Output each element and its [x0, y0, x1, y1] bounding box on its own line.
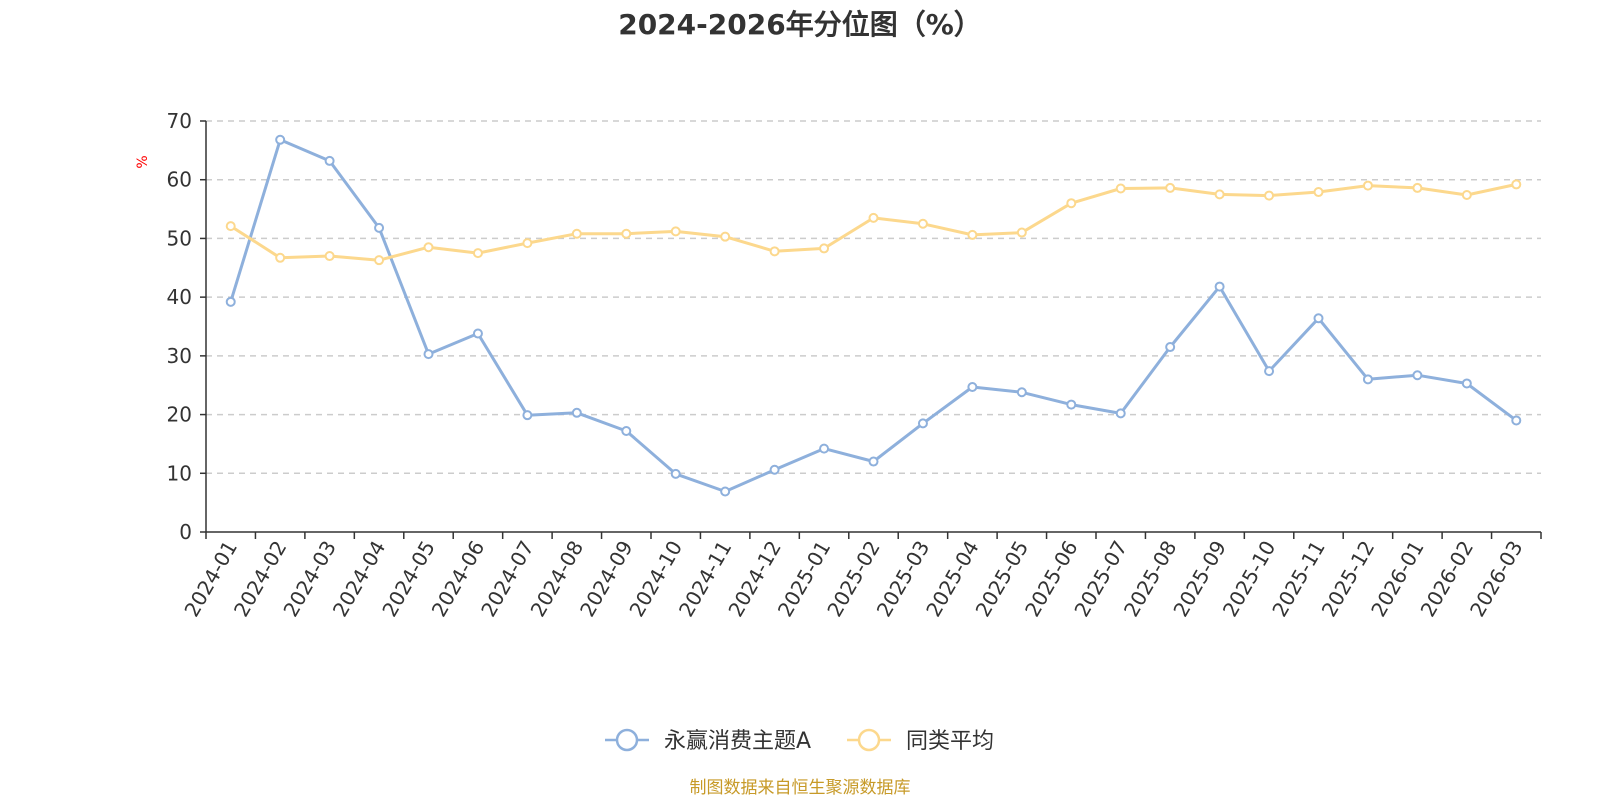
data-point[interactable] — [917, 218, 928, 229]
data-point[interactable] — [720, 231, 731, 242]
data-point[interactable] — [1313, 187, 1324, 198]
data-point[interactable] — [819, 443, 830, 454]
data-point[interactable] — [1165, 342, 1176, 353]
legend: 永赢消费主题A 同类平均 — [605, 728, 994, 754]
legend-label-series-2: 同类平均 — [906, 729, 994, 754]
y-tick-label: 10 — [167, 461, 192, 485]
data-point[interactable] — [769, 464, 780, 475]
data-point[interactable] — [522, 410, 533, 421]
series-1-points — [225, 134, 1522, 497]
data-point[interactable] — [522, 238, 533, 249]
data-point[interactable] — [571, 228, 582, 239]
data-point[interactable] — [917, 418, 928, 429]
data-point[interactable] — [621, 228, 632, 239]
legend-swatch-marker — [857, 728, 881, 752]
data-point[interactable] — [1511, 179, 1522, 190]
data-point[interactable] — [1511, 415, 1522, 426]
data-point[interactable] — [1461, 378, 1472, 389]
data-point[interactable] — [670, 468, 681, 479]
data-point[interactable] — [1362, 374, 1373, 385]
data-point[interactable] — [1214, 189, 1225, 200]
data-point[interactable] — [1214, 281, 1225, 292]
data-point[interactable] — [868, 456, 879, 467]
data-point[interactable] — [374, 255, 385, 266]
data-point[interactable] — [225, 296, 236, 307]
axes: 0102030405060702024-012024-022024-032024… — [167, 109, 1542, 621]
data-point[interactable] — [472, 248, 483, 259]
data-point[interactable] — [324, 155, 335, 166]
data-point[interactable] — [868, 212, 879, 223]
y-tick-label: 70 — [167, 109, 192, 133]
legend-item-series-2[interactable]: 同类平均 — [847, 728, 994, 754]
data-point[interactable] — [967, 229, 978, 240]
y-tick-label: 50 — [167, 226, 192, 250]
data-point[interactable] — [1264, 366, 1275, 377]
series-2-points — [225, 179, 1522, 266]
data-point[interactable] — [1165, 182, 1176, 193]
data-point[interactable] — [1412, 182, 1423, 193]
legend-label-series-1: 永赢消费主题A — [664, 729, 811, 754]
data-point[interactable] — [1412, 370, 1423, 381]
y-tick-label: 30 — [167, 344, 192, 368]
legend-swatch-marker — [615, 728, 639, 752]
data-point[interactable] — [967, 381, 978, 392]
data-point[interactable] — [275, 134, 286, 145]
y-tick-label: 40 — [167, 285, 192, 309]
data-point[interactable] — [275, 252, 286, 263]
data-point[interactable] — [324, 251, 335, 262]
data-point[interactable] — [1066, 399, 1077, 410]
data-point[interactable] — [225, 221, 236, 232]
data-point[interactable] — [423, 349, 434, 360]
data-point[interactable] — [472, 328, 483, 339]
y-tick-label: 0 — [179, 520, 192, 544]
data-point[interactable] — [670, 226, 681, 237]
source-note: 制图数据来自恒生聚源数据库 — [690, 778, 911, 798]
data-point[interactable] — [423, 242, 434, 253]
data-point[interactable] — [1461, 189, 1472, 200]
data-point[interactable] — [1016, 227, 1027, 238]
data-point[interactable] — [374, 222, 385, 233]
data-point[interactable] — [621, 426, 632, 437]
data-point[interactable] — [571, 407, 582, 418]
data-point[interactable] — [1115, 408, 1126, 419]
legend-item-series-1[interactable]: 永赢消费主题A — [605, 728, 811, 754]
y-tick-label: 20 — [167, 403, 192, 427]
data-point[interactable] — [1016, 387, 1027, 398]
chart-title: 2024-2026年分位图（%） — [618, 8, 982, 41]
data-point[interactable] — [1066, 198, 1077, 209]
y-tick-label: 60 — [167, 168, 192, 192]
data-point[interactable] — [1362, 180, 1373, 191]
data-point[interactable] — [1313, 313, 1324, 324]
data-point[interactable] — [1264, 190, 1275, 201]
data-point[interactable] — [1115, 183, 1126, 194]
data-point[interactable] — [720, 486, 731, 497]
y-axis-unit-label: % — [135, 155, 151, 168]
grid-lines — [206, 120, 1541, 475]
data-point[interactable] — [769, 246, 780, 257]
data-point[interactable] — [819, 243, 830, 254]
series-lines — [225, 134, 1522, 497]
